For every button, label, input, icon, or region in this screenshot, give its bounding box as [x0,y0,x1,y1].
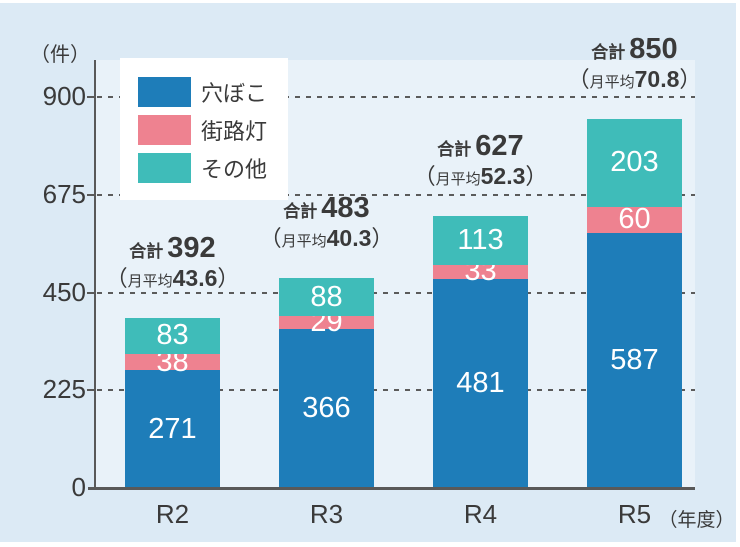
bar-value-label: 83 [156,319,189,352]
total-value: 483 [321,192,370,225]
paren-open: （ [567,67,590,93]
x-axis-label-R3: R3 [309,499,344,529]
total-prefix: 合計 [283,202,318,222]
bar-segment-R2-街路灯: 38 [125,347,220,376]
avg-prefix: 月平均 [281,233,327,251]
gridline-225 [97,389,695,392]
bar-value-label: 60 [618,203,651,236]
y-tick-mark-900 [87,96,94,98]
total-value: 850 [629,32,678,65]
avg-value: 70.8 [634,66,680,93]
bar-segment-R2-穴ぼこ: 271 [125,370,220,488]
y-tick-label-225: 225 [42,374,86,405]
total-value: 392 [167,231,216,264]
legend-label: その他 [201,157,268,182]
paren-close: ） [679,67,702,93]
bar-value-label: 271 [148,412,197,445]
paren-close: ） [371,226,394,252]
bar-segment-R4-穴ぼこ: 481 [433,279,528,488]
x-axis-line [88,487,695,490]
total-prefix: 合計 [129,241,164,261]
bar-segment-R3-穴ぼこ: 366 [279,328,374,488]
total-annotation-R2: 合計 392 （月平均43.6） [53,231,293,291]
bar-value-label: 366 [302,391,351,424]
y-tick-mark-225 [87,389,94,392]
avg-value: 52.3 [480,162,526,189]
bar-segment-R3-街路灯: 29 [279,308,374,337]
avg-value: 43.6 [172,265,218,291]
total-annotation-R5: 合計 850 （月平均70.8） [515,32,740,93]
bar-segment-R3-その他: 88 [279,278,374,317]
total-annotation-R4: 合計 627 （月平均52.3） [361,129,601,189]
legend-box: 穴ぼこ 街路灯 その他 [120,58,288,200]
gridline-450 [97,291,695,294]
total-prefix: 合計 [437,139,472,159]
y-tick-mark-450 [87,291,94,294]
legend-swatch [138,153,191,183]
legend-swatch [138,77,191,107]
x-axis-suffix-label: （年度） [658,510,735,531]
bar-value-label: 481 [456,367,505,399]
bar-segment-R4-その他: 113 [433,215,528,265]
y-tick-mark-675 [87,193,94,196]
paren-open: （ [259,226,282,252]
total-value: 627 [475,129,524,162]
y-tick-label-675: 675 [42,178,86,209]
y-tick-label-900: 900 [42,81,86,111]
bar-segment-R5-その他: 203 [587,118,682,207]
gridline-900 [97,96,695,98]
bar-segment-R5-穴ぼこ: 587 [587,232,682,488]
gridline-675 [97,193,695,196]
avg-value: 40.3 [326,225,372,252]
x-axis-label-R5: R5 [617,499,652,529]
paren-open: （ [105,266,128,291]
bar-value-label: 88 [310,280,343,313]
avg-prefix: 月平均 [435,170,481,188]
y-axis-unit-label: （件） [30,44,90,66]
bar-segment-R4-街路灯: 33 [433,257,528,286]
bar-segment-R2-その他: 83 [125,317,220,354]
x-axis-label-R4: R4 [463,499,498,529]
legend-item-街路灯: 街路灯 [138,115,267,145]
bar-value-label: 113 [457,223,504,256]
total-annotation-R3: 合計 483 （月平均40.3） [207,192,447,252]
legend-item-その他: その他 [138,153,267,183]
x-axis-label-R2: R2 [155,499,190,529]
paren-open: （ [413,163,436,189]
avg-prefix: 月平均 [589,74,635,92]
paren-close: ） [525,163,548,189]
bar-value-label: 587 [610,343,659,376]
paren-close: ） [217,266,240,291]
total-prefix: 合計 [591,42,626,62]
y-tick-label-0: 0 [71,472,86,502]
legend-item-穴ぼこ: 穴ぼこ [138,77,267,107]
bar-value-label: 203 [610,146,659,179]
legend-swatch [138,115,191,145]
legend-label: 穴ぼこ [201,81,268,106]
y-axis-line [94,60,96,488]
avg-prefix: 月平均 [127,273,173,290]
y-tick-label-450: 450 [42,276,86,307]
legend-label: 街路灯 [201,119,268,144]
bar-segment-R5-街路灯: 60 [587,203,682,236]
